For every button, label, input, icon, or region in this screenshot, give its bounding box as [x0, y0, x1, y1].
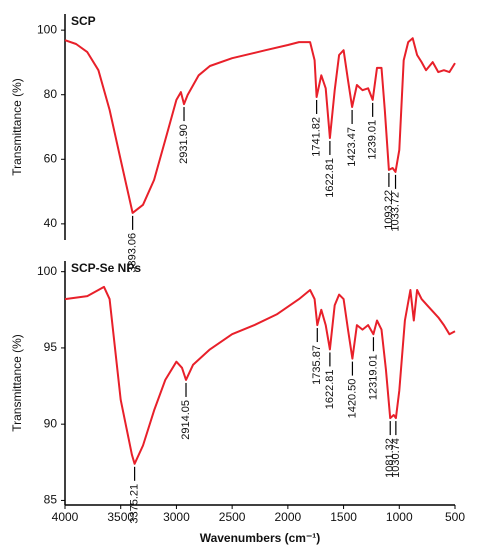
- x-tick-label: 2000: [275, 510, 302, 524]
- annotation-label: 1093.22: [383, 190, 395, 230]
- annotation-label: 3393.06: [127, 233, 139, 273]
- chart-title: SCP: [71, 14, 96, 28]
- annotation-label: 1420.50: [346, 379, 358, 419]
- y-tick-label: 100: [37, 22, 57, 36]
- annotation-label: 1033.72: [389, 192, 401, 232]
- annotation-label: 1030.74: [390, 438, 402, 478]
- y-tick-label: 90: [44, 416, 58, 430]
- chart-title: SCP-Se NPs: [71, 261, 141, 275]
- annotation-label: 1423.47: [346, 127, 358, 167]
- x-axis-label: Wavenumbers (cm⁻¹): [200, 531, 321, 545]
- y-tick-label: 60: [44, 151, 58, 165]
- x-tick-label: 2500: [219, 510, 246, 524]
- x-tick-label: 4000: [52, 510, 79, 524]
- annotation-label: 2931.90: [178, 124, 190, 164]
- y-axis-label: Transmittance (%): [10, 78, 24, 176]
- y-axis-label: Transmittance (%): [10, 334, 24, 432]
- y-tick-label: 95: [44, 340, 58, 354]
- x-tick-label: 1000: [386, 510, 413, 524]
- annotation-label: 1239.01: [367, 120, 379, 160]
- x-tick-label: 500: [445, 510, 465, 524]
- annotation-label: 1622.81: [324, 158, 336, 198]
- y-tick-label: 85: [44, 493, 58, 507]
- x-tick-label: 3000: [163, 510, 190, 524]
- y-tick-label: 100: [37, 264, 57, 278]
- y-tick-label: 80: [44, 87, 58, 101]
- spectrum-line: [64, 285, 456, 465]
- annotation-label: 3375.21: [129, 484, 141, 524]
- annotation-label: 1622.81: [324, 369, 336, 409]
- y-tick-label: 40: [44, 216, 58, 230]
- annotation-label: 1081.32: [384, 438, 396, 478]
- annotation-label: 1735.87: [311, 345, 323, 385]
- annotation-label: 1741.82: [311, 117, 323, 157]
- annotation-label: 2914.05: [180, 400, 192, 440]
- spectrum-line: [64, 37, 456, 214]
- x-tick-label: 1500: [330, 510, 357, 524]
- annotation-label: 12319.01: [367, 354, 379, 400]
- x-tick-label: 3500: [107, 510, 134, 524]
